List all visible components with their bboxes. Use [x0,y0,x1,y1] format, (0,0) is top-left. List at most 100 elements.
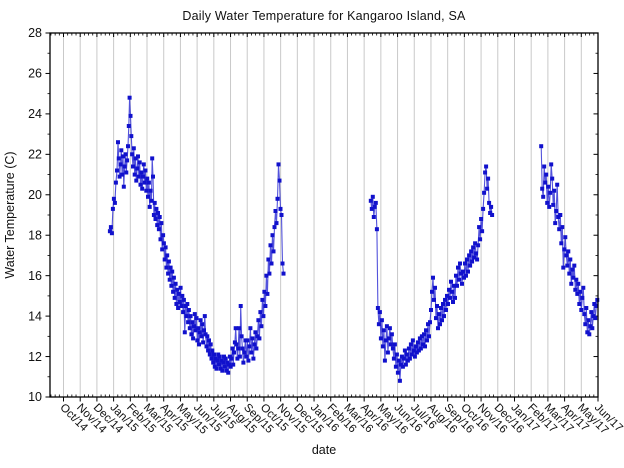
data-point-marker [182,330,187,335]
data-point-marker [207,352,212,357]
data-point-marker [143,168,148,173]
data-point-marker [238,304,243,308]
data-point-marker [403,362,408,367]
data-point-marker [590,326,595,331]
data-point-marker [247,344,252,349]
data-point-marker [263,304,268,308]
data-point-marker [178,285,183,290]
data-point-marker [583,322,588,327]
data-point-marker [425,338,429,343]
data-point-marker [441,302,445,306]
data-point-marker [124,170,129,175]
data-point-marker [246,358,251,363]
data-point-marker [237,354,242,359]
data-point-marker [489,204,494,209]
data-point-marker [577,302,582,306]
data-point-marker [112,200,117,205]
data-point-marker [134,178,139,183]
data-point-marker [122,164,127,169]
data-point-marker [151,213,156,217]
data-point-marker [595,297,600,302]
x-minor-ticks [50,33,595,397]
data-point-marker [391,356,396,361]
data-point-marker [256,318,261,323]
data-series [107,95,600,383]
data-point-marker [212,352,216,357]
data-point-marker [202,328,206,333]
data-point-marker [419,334,424,339]
data-point-marker [454,273,458,278]
data-point-marker [145,176,150,181]
data-point-marker [258,310,263,315]
data-point-marker [409,352,414,357]
data-point-marker [129,134,134,139]
data-point-marker [546,184,551,189]
data-point-marker [373,200,378,205]
data-point-marker [214,366,219,371]
data-point-marker [381,328,386,333]
data-point-marker [544,172,549,177]
data-point-marker [160,247,165,252]
data-point-marker [194,316,199,321]
data-point-marker [483,170,488,175]
data-point-marker [564,253,569,258]
svg-text:10: 10 [28,390,42,404]
data-point-marker [427,334,431,339]
data-point-marker [187,326,192,331]
data-point-marker [121,184,126,189]
data-point-marker [166,259,171,264]
data-point-marker [394,352,399,357]
data-point-marker [236,346,241,351]
data-point-marker [118,162,123,167]
data-point-marker [396,358,401,363]
data-point-marker [215,358,220,363]
svg-text:24: 24 [28,107,42,121]
data-point-marker [226,370,231,375]
data-point-marker [173,281,178,286]
data-point-marker [131,146,136,151]
data-point-marker [260,297,265,302]
data-point-marker [153,217,158,221]
data-point-marker [127,95,132,100]
data-point-marker [144,188,149,193]
data-point-marker [125,158,130,163]
data-point-marker [390,346,395,351]
data-point-marker [279,213,284,217]
data-point-marker [576,281,581,286]
data-point-marker [232,350,236,355]
data-point-marker [169,283,174,288]
data-point-marker [170,269,175,274]
data-point-marker [237,326,241,331]
data-point-marker [432,297,436,302]
data-point-marker [176,306,181,310]
data-point-marker [278,206,283,211]
data-point-marker [486,176,491,181]
data-point-marker [463,261,467,266]
data-point-marker [240,346,245,351]
data-point-marker [186,308,191,312]
data-point-marker [586,318,591,323]
data-point-marker [113,180,118,185]
data-point-marker [545,200,550,205]
data-point-marker [449,279,453,284]
data-point-marker [568,257,573,262]
data-point-marker [161,233,166,238]
data-point-marker [423,344,427,349]
data-point-marker [450,289,454,294]
data-point-marker [181,310,186,315]
data-point-marker [165,253,170,258]
data-point-marker [179,304,184,308]
data-point-marker [245,338,250,343]
data-point-marker [479,217,484,221]
data-point-marker [222,364,227,369]
data-point-marker [146,194,150,199]
data-point-marker [539,144,544,149]
data-point-marker [166,271,171,276]
data-point-marker [478,237,483,242]
data-point-marker [417,336,422,341]
data-point-marker [266,257,271,262]
data-point-marker [389,332,394,337]
data-point-marker [200,322,205,327]
data-point-marker [197,330,202,335]
data-point-marker [171,275,176,280]
